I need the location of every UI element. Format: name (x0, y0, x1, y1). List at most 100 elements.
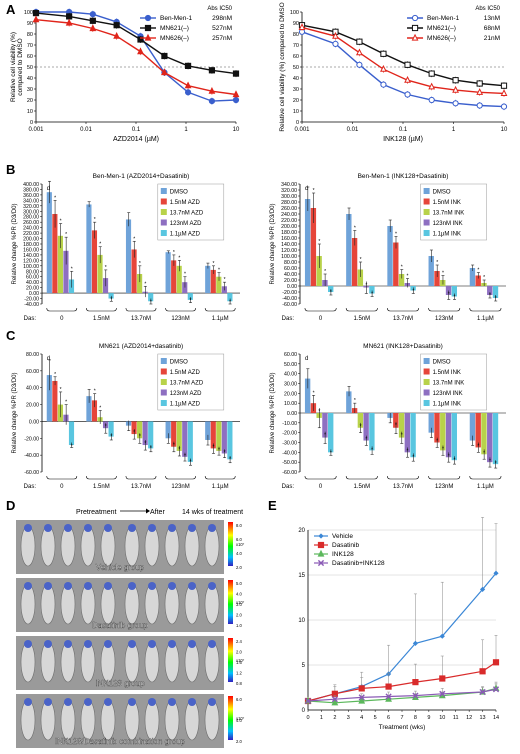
legend-label: 123nM INK (433, 391, 463, 397)
bar (86, 396, 92, 422)
bar (481, 413, 487, 455)
bar (304, 378, 311, 413)
bar (469, 268, 476, 286)
legend-ic50: 298nM (212, 15, 232, 22)
data-point (137, 36, 144, 43)
legend-label: 123nM AZD (170, 221, 202, 227)
data-point (479, 668, 486, 675)
group-label: INK128 group (95, 679, 145, 688)
data-point (331, 696, 338, 703)
bioluminescence-signal (44, 640, 52, 648)
data-point (500, 103, 508, 110)
panel-letter-b: B (6, 162, 15, 177)
y-tick-label: 160.00 (281, 236, 297, 242)
data-point (137, 47, 144, 55)
bar (46, 192, 52, 294)
legend-ic50: 68nM (484, 25, 500, 32)
y-axis-title: Relative change %PR (D3/D0) (12, 203, 18, 284)
group-bracket (125, 307, 157, 312)
y-tick-label: 120.00 (23, 258, 39, 264)
y-tick-label: 320.00 (281, 188, 297, 194)
y-tick-label: 340.00 (281, 182, 297, 188)
data-point (89, 24, 97, 32)
group-bracket (46, 475, 78, 480)
bioluminescence-signal (84, 582, 92, 590)
scale-value: 2.0 (236, 650, 242, 655)
significance-star: * (99, 242, 101, 248)
significance-star: * (60, 219, 62, 225)
significance-star: * (150, 446, 152, 452)
data-point (358, 696, 366, 704)
scale-exponent: x10⁷ (236, 658, 245, 663)
data-point (412, 640, 419, 646)
bar (176, 265, 182, 294)
group-bracket (428, 307, 461, 312)
data-point (500, 82, 508, 89)
y-tick-label: 120.00 (281, 248, 297, 254)
data-point (32, 10, 40, 17)
scale-value: 5.0 (236, 581, 242, 586)
bar (469, 413, 476, 441)
legend-label: MN626(–) (160, 35, 189, 42)
y-tick-label: 100 (24, 10, 33, 16)
bar (205, 421, 211, 440)
data-point (439, 690, 446, 697)
x-tick-label: 1 (452, 127, 456, 133)
group-bracket (304, 307, 337, 312)
panel-letter-d: D (6, 498, 15, 513)
bar (46, 375, 52, 422)
group-bracket (345, 307, 378, 312)
d-note: d (47, 356, 50, 362)
y-tick-label: 160.00 (23, 247, 39, 253)
bar (63, 250, 69, 294)
bioluminescence-signal (84, 698, 92, 706)
significance-star: * (184, 454, 186, 460)
group-bracket (387, 307, 419, 312)
significance-star: * (99, 405, 101, 411)
significance-star: * (324, 269, 326, 275)
legend-marker (317, 559, 325, 567)
y-tick-label: 140.00 (281, 242, 297, 248)
category-label: 1.1µM (212, 316, 229, 322)
scale-exponent: x10⁷ (236, 600, 245, 605)
significance-star: * (401, 265, 403, 271)
bioluminescence-signal (64, 524, 72, 532)
bar (91, 400, 98, 422)
significance-star: * (354, 226, 356, 232)
y-tick-label: 60.00 (26, 369, 39, 375)
significance-star: * (412, 289, 414, 295)
scale-value: 4.0 (236, 718, 242, 723)
group-bracket (204, 475, 236, 480)
pretreatment-label: Pretreatment (76, 509, 117, 516)
data-point (412, 692, 419, 699)
legend-label: 1.5nM AZD (170, 370, 201, 376)
significance-star: * (184, 272, 186, 278)
bioluminescence-signal (208, 582, 216, 590)
legend-swatch (160, 198, 167, 205)
y-tick-label: 80 (293, 32, 299, 38)
y-tick-label: 80.00 (284, 260, 297, 266)
data-point (355, 48, 363, 56)
group-bracket (304, 475, 337, 480)
bar (328, 413, 334, 453)
data-point (332, 40, 339, 48)
data-point (113, 22, 120, 29)
bar (216, 276, 222, 294)
bar (137, 421, 143, 439)
bioluminescence-signal (168, 524, 176, 532)
x-axis-title: Treatment (wks) (379, 724, 426, 731)
bar (363, 413, 369, 441)
legend-label: INK128 (332, 551, 354, 558)
category-label: 0 (60, 484, 64, 490)
group-label: Vehicle group (96, 563, 145, 572)
significance-star: * (178, 255, 180, 261)
significance-star: * (178, 447, 180, 453)
significance-star: * (448, 453, 450, 459)
group-bracket (86, 307, 117, 312)
legend-swatch (160, 219, 167, 226)
legend-marker (144, 14, 152, 22)
y-tick-label: 320.00 (23, 204, 39, 210)
significance-star: * (495, 296, 497, 302)
y-tick-label: 380.00 (23, 187, 39, 193)
scale-value: 1.6 (236, 660, 242, 665)
